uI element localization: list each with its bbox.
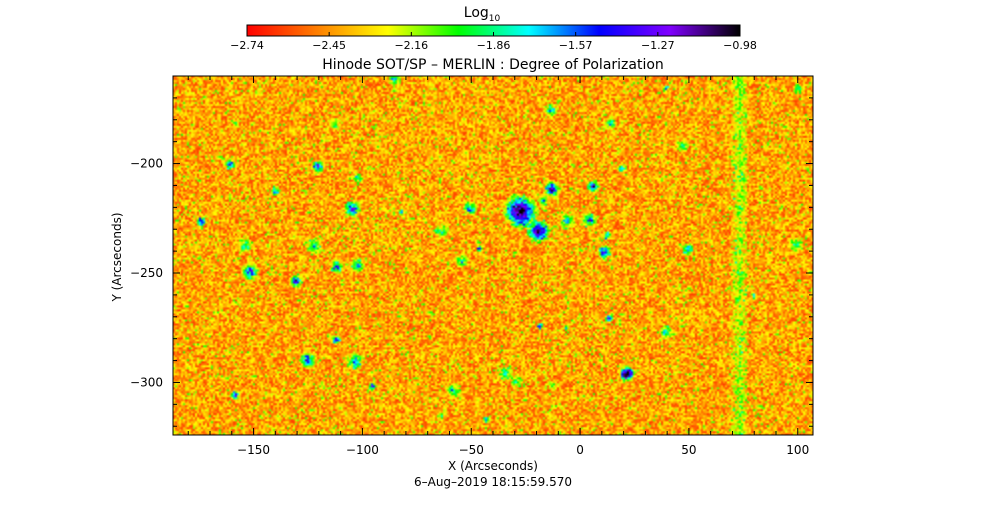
- colorbar-tick-label: −0.98: [723, 39, 757, 52]
- colorbar-tick-label: −1.86: [477, 39, 511, 52]
- timestamp: 6–Aug–2019 18:15:59.570: [414, 475, 572, 489]
- x-tick-label: 0: [576, 443, 584, 457]
- colorbar-label: Log10: [464, 5, 501, 24]
- colorbar-tick-label: −1.57: [559, 39, 593, 52]
- colorbar-label-base: Log: [464, 5, 489, 21]
- chart-title: Hinode SOT/SP – MERLIN : Degree of Polar…: [322, 57, 664, 73]
- x-tick-label: −100: [346, 443, 379, 457]
- x-tick-label: 50: [681, 443, 696, 457]
- colorbar-tick-label: −2.74: [230, 39, 264, 52]
- colorbar-tick-label: −1.27: [641, 39, 675, 52]
- x-tick-label: −50: [459, 443, 484, 457]
- colorbar-label-sub: 10: [489, 14, 501, 24]
- colorbar-ticks: −2.74 −2.45 −2.16 −1.86 −1.57 −1.27 −0.98: [230, 32, 757, 52]
- y-tick-label: −300: [130, 375, 163, 389]
- x-axis-ticks: −150 −100 −50 0 50 100: [187, 76, 809, 457]
- y-tick-label: −250: [130, 266, 163, 280]
- y-tick-label: −200: [130, 157, 163, 171]
- y-axis-label: Y (Arcseconds): [110, 212, 124, 302]
- x-axis-label: X (Arcseconds): [448, 459, 538, 473]
- x-tick-label: −150: [237, 443, 270, 457]
- y-axis-ticks: −200 −250 −300: [130, 75, 813, 427]
- colorbar-tick-label: −2.45: [312, 39, 346, 52]
- heatmap-image: [173, 76, 813, 435]
- colorbar-tick-label: −2.16: [394, 39, 428, 52]
- x-tick-label: 100: [786, 443, 809, 457]
